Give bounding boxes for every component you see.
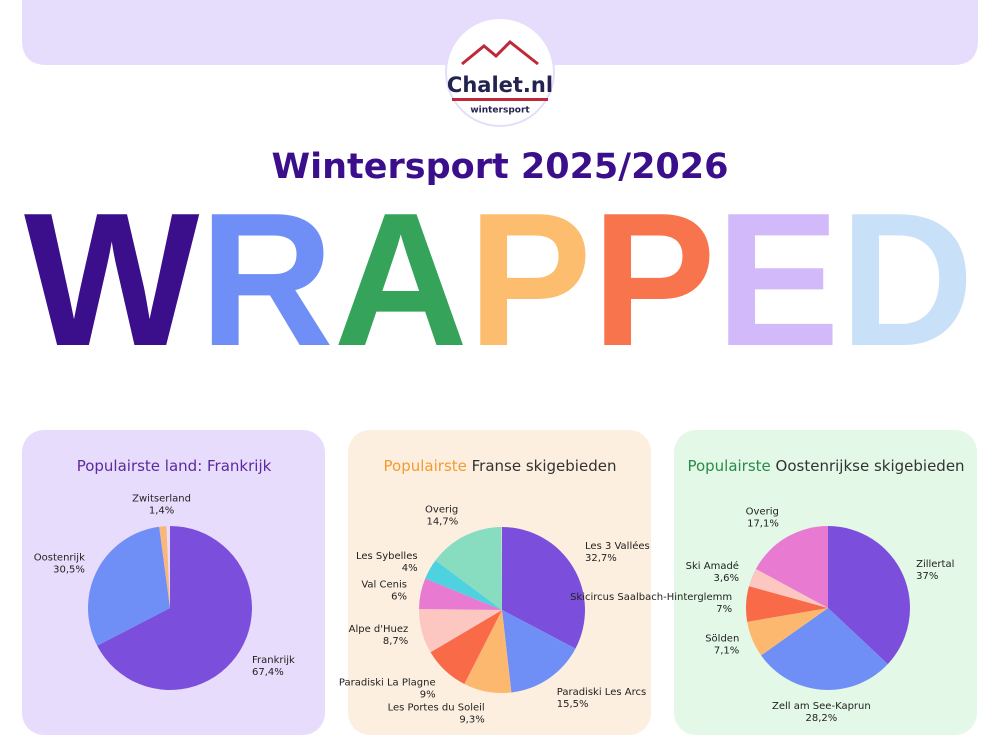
logo-subtext: wintersport xyxy=(470,106,530,116)
slice-value-label: 6% xyxy=(391,592,407,603)
slice-value-label: 15,5% xyxy=(557,699,589,710)
slice-label: Overig xyxy=(425,504,458,515)
slice-label: Ski Amadé xyxy=(686,560,739,572)
chart-title-part: Franse skigebieden xyxy=(467,457,617,475)
chart-title-part: Populairste xyxy=(687,457,770,475)
pie-slice xyxy=(159,526,170,608)
chart-title-part: Populairste xyxy=(384,457,467,475)
pie-slice xyxy=(425,560,502,610)
slice-label: Zwitserland xyxy=(132,493,191,504)
slice-value-label: 1,4% xyxy=(149,505,174,516)
slice-label: Skicircus Saalbach-Hinterglemm xyxy=(570,592,732,603)
slice-label: Les 3 Vallées xyxy=(585,540,650,552)
pie-slice xyxy=(755,526,828,608)
slice-value-label: 28,2% xyxy=(805,713,837,724)
logo-underline xyxy=(452,98,548,101)
wrapped-letter: A xyxy=(334,174,468,386)
slice-label: Val Cenis xyxy=(361,580,407,591)
pie-slice xyxy=(747,608,828,656)
slice-value-label: 9,3% xyxy=(459,714,484,725)
slice-label: Oostenrijk xyxy=(34,553,85,564)
logo-mountain xyxy=(461,39,539,66)
wrapped-letter: E xyxy=(716,174,840,386)
wrapped-letter: P xyxy=(468,174,592,386)
wrapped-letter: P xyxy=(592,174,716,386)
slice-value-label: 9% xyxy=(420,690,436,701)
pie-slice xyxy=(87,526,170,646)
wrapped-letter: W xyxy=(24,174,200,386)
pie-slice xyxy=(435,527,502,610)
slice-value-label: 37% xyxy=(916,571,938,582)
slice-value-label: 14,7% xyxy=(426,516,458,527)
pie-slice xyxy=(746,586,828,622)
slice-label: Alpe d'Huez xyxy=(349,624,409,635)
pie-slice xyxy=(828,526,911,665)
slice-value-label: 67,4% xyxy=(252,667,284,678)
chart-title: Populairste land: Frankrijk xyxy=(77,457,272,475)
chart-title-part: Populairste land: xyxy=(77,457,203,475)
pie-slice xyxy=(419,578,502,610)
pie-slice xyxy=(748,568,828,608)
slice-label: Paradiski Les Arcs xyxy=(557,687,646,698)
slice-value-label: 8,7% xyxy=(383,636,408,647)
slice-label: Zillertal xyxy=(916,559,954,570)
pie-slice xyxy=(464,610,512,693)
pie-slice xyxy=(430,610,502,684)
slice-value-label: 3,6% xyxy=(714,573,739,584)
slice-label: Sölden xyxy=(705,634,739,645)
slice-value-label: 32,7% xyxy=(585,553,617,564)
chart-title-part: Frankrijk xyxy=(202,457,271,475)
slice-label: Paradiski La Plagne xyxy=(339,678,436,689)
wrapped-letter: D xyxy=(840,174,974,386)
slice-label: Les Portes du Soleil xyxy=(388,702,485,713)
slice-label: Overig xyxy=(746,507,779,518)
slice-label: Les Sybelles xyxy=(356,551,418,562)
chart-title: Populairste Oostenrijkse skigebieden xyxy=(687,457,964,475)
slice-value-label: 17,1% xyxy=(747,519,779,530)
wrapped-letter: R xyxy=(199,174,333,386)
slice-value-label: 4% xyxy=(402,563,418,574)
slice-value-label: 30,5% xyxy=(53,565,85,576)
logo-text: Chalet.nl xyxy=(447,73,553,97)
slice-value-label: 7,1% xyxy=(714,646,739,657)
chart-title: Populairste Franse skigebieden xyxy=(384,457,617,475)
chart-title-part: Oostenrijkse skigebieden xyxy=(771,457,965,475)
pie-slice xyxy=(502,527,585,649)
page-title: Wintersport 2025/2026 xyxy=(272,147,729,187)
slice-label: Frankrijk xyxy=(252,655,295,666)
pie-slice xyxy=(97,526,252,690)
slice-value-label: 7% xyxy=(716,604,732,615)
pie-slice xyxy=(502,610,576,693)
slice-label: Zell am See-Kaprun xyxy=(772,701,871,712)
pie-slice xyxy=(419,608,502,653)
pie-slice xyxy=(761,608,888,691)
wrapped-word: WRAPPED xyxy=(24,174,974,386)
